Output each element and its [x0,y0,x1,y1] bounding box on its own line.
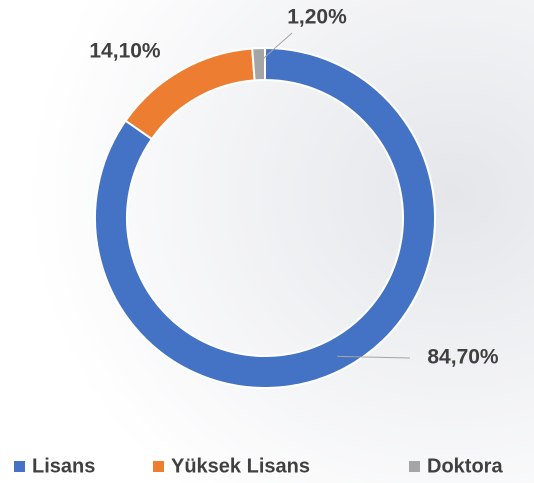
donut-slice [251,46,266,82]
leader-line [258,32,293,63]
legend-label: Yüksek Lisans [171,455,310,477]
legend-swatch [409,461,420,472]
data-label: 1,20% [287,6,347,29]
leader-line [337,355,411,359]
legend-swatch [14,461,25,472]
donut-slice [94,46,436,389]
data-label: 14,10% [89,40,161,63]
legend-label: Lisans [32,455,95,477]
legend-swatch [153,461,164,472]
data-label: 84,70% [427,346,499,369]
legend-label: Doktora [427,455,503,477]
